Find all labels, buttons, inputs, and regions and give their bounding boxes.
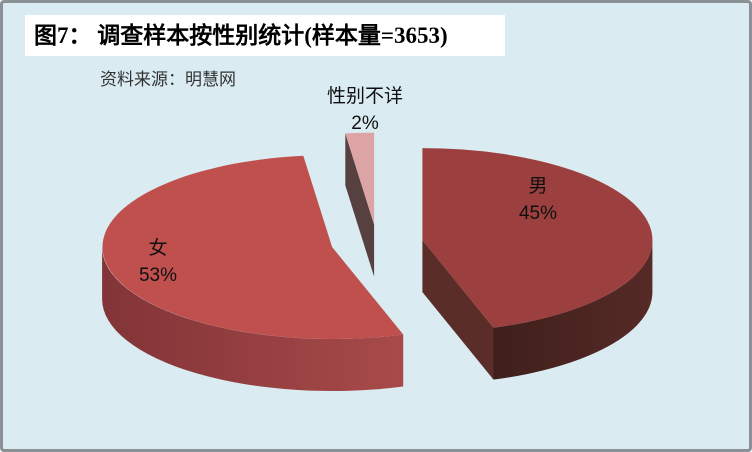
- slice-label-unknown: 性别不详 2%: [327, 83, 403, 137]
- slice-percent-text: 53%: [138, 265, 178, 286]
- slice-name-text: 性别不详: [326, 86, 404, 107]
- slice-percent-text: 2%: [351, 113, 379, 134]
- slice-name-text: 男: [528, 176, 548, 197]
- pie-slice-female-top: [102, 155, 404, 339]
- pie-slice-unknown-cut: [345, 133, 375, 277]
- source-note: 资料来源：明慧网: [100, 70, 236, 89]
- slice-label-male: 男 45%: [519, 173, 557, 227]
- pie-slice-male-top: [422, 148, 653, 328]
- chart-title: 图7： 调查样本按性别统计(样本量=3653): [25, 15, 505, 56]
- pie-chart-3d: [102, 132, 653, 392]
- slice-label-female: 女 53%: [139, 235, 177, 289]
- pie-slice-unknown-top: [345, 132, 375, 225]
- pie-slice-male-rim: [493, 240, 653, 380]
- slice-percent-text: 45%: [518, 203, 558, 224]
- pie-slice-female-rim: [102, 247, 404, 392]
- slice-name-text: 女: [148, 238, 168, 259]
- pie-slice-male-cut: [422, 240, 494, 380]
